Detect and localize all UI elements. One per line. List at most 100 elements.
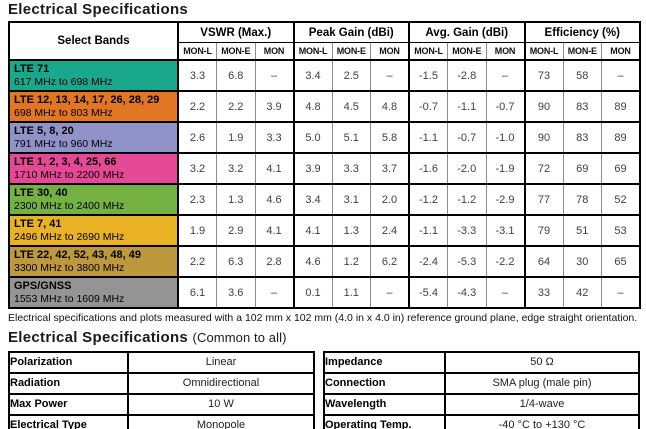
band-name: LTE 5, 8, 20	[14, 124, 74, 137]
band-name: GPS/GNSS	[14, 279, 72, 292]
band-range: 3300 MHz to 3800 MHz	[14, 261, 125, 274]
value-cell-peak_gain: 2.4	[370, 214, 410, 247]
value-cell-avg_gain: -1.5	[408, 59, 448, 92]
value-cell-peak_gain: –	[370, 59, 410, 92]
value-cell-vswr: 2.9	[216, 214, 256, 247]
subcol-header-efficiency-mon-e: MON-E	[562, 42, 602, 61]
band-range: 2300 MHz to 2400 MHz	[14, 199, 125, 212]
band-cell: LTE 12, 13, 14, 17, 26, 28, 29 698 MHz to…	[8, 90, 179, 123]
value-cell-peak_gain: 5.0	[292, 121, 333, 154]
value-cell-peak_gain: 2.0	[370, 183, 410, 216]
value-cell-vswr: 6.8	[216, 59, 256, 92]
group-header-peak-gain: Peak Gain (dBi)	[292, 21, 410, 43]
band-range: 791 MHz to 960 MHz	[14, 137, 113, 150]
band-name: LTE 71	[14, 62, 50, 75]
subcol-header-efficiency-mon: MON	[601, 42, 641, 61]
band-name: LTE 7, 41	[14, 217, 62, 230]
band-range: 1710 MHz to 2200 MHz	[14, 168, 125, 181]
value-cell-peak_gain: 1.1	[331, 276, 371, 309]
spec-label: Max Power	[8, 392, 129, 416]
band-name: LTE 12, 13, 14, 17, 26, 28, 29	[14, 93, 160, 106]
value-cell-peak_gain: 3.3	[331, 152, 371, 185]
value-cell-vswr: 3.2	[216, 152, 256, 185]
table-row: LTE 7, 41 2496 MHz to 2690 MHz 1.9 2.9 4.1 4.…	[8, 214, 641, 247]
band-cell: GPS/GNSS 1553 MHz to 1609 MHz	[8, 276, 179, 309]
value-cell-efficiency: 64	[523, 245, 564, 278]
spec-label: Electrical Type	[8, 413, 129, 429]
value-cell-efficiency: –	[601, 276, 641, 309]
group-header-vswr: VSWR (Max.)	[177, 21, 295, 43]
band-range: 698 MHz to 803 MHz	[14, 106, 113, 119]
value-cell-peak_gain: 1.2	[331, 245, 371, 278]
value-cell-vswr: 2.8	[254, 245, 294, 278]
band-name: LTE 30, 40	[14, 186, 68, 199]
group-header-avg-gain: Avg. Gain (dBi)	[408, 21, 526, 43]
value-cell-avg_gain: -2.0	[447, 152, 487, 185]
table-row: LTE 1, 2, 3, 4, 25, 66 1710 MHz to 2200 M…	[8, 152, 641, 185]
value-cell-peak_gain: 3.7	[370, 152, 410, 185]
spec-row: Operating Temp. -40 °C to +130 °C	[323, 413, 640, 429]
spec-label: Polarization	[8, 350, 129, 374]
spec-row: Radiation Omnidirectional	[8, 371, 315, 395]
value-cell-peak_gain: –	[370, 276, 410, 309]
select-bands-header: Select Bands	[8, 21, 179, 61]
electrical-specs-table: Select Bands VSWR (Max.) Peak Gain (dBi)…	[8, 21, 641, 309]
subcol-header-peak_gain-mon-e: MON-E	[331, 42, 371, 61]
value-cell-peak_gain: 4.5	[331, 90, 371, 123]
common-tables: Polarization Linear Radiation Omnidirection…	[8, 350, 646, 429]
value-cell-avg_gain: -0.7	[485, 90, 525, 123]
value-cell-vswr: 1.3	[216, 183, 256, 216]
common-section-title: Electrical Specifications (Common to all…	[8, 328, 646, 346]
value-cell-efficiency: 30	[562, 245, 602, 278]
value-cell-efficiency: 89	[601, 121, 641, 154]
band-name: LTE 1, 2, 3, 4, 25, 66	[14, 155, 117, 168]
value-cell-efficiency: 58	[562, 59, 602, 92]
spec-label: Connection	[323, 371, 446, 395]
band-range: 1553 MHz to 1609 MHz	[14, 292, 125, 305]
spec-value: 10 W	[127, 392, 315, 416]
value-cell-efficiency: 53	[601, 214, 641, 247]
value-cell-efficiency: 73	[523, 59, 564, 92]
value-cell-vswr: 2.3	[177, 183, 217, 216]
value-cell-avg_gain: -3.1	[485, 214, 525, 247]
spec-value: Linear	[127, 350, 315, 374]
value-cell-peak_gain: 3.9	[292, 152, 333, 185]
value-cell-vswr: 3.9	[254, 90, 294, 123]
value-cell-efficiency: 77	[523, 183, 564, 216]
value-cell-avg_gain: -5.3	[447, 245, 487, 278]
spec-value: -40 °C to +130 °C	[444, 413, 640, 429]
page-title: Electrical Specifications	[8, 1, 189, 18]
spec-value: Omnidirectional	[127, 371, 315, 395]
common-title-main: Electrical Specifications	[8, 328, 189, 346]
subcol-header-vswr-mon-e: MON-E	[216, 42, 256, 61]
table-row: LTE 22, 42, 52, 43, 48, 49 3300 MHz to 38…	[8, 245, 641, 278]
value-cell-vswr: 2.2	[177, 90, 217, 123]
value-cell-peak_gain: 4.8	[292, 90, 333, 123]
value-cell-avg_gain: -2.2	[485, 245, 525, 278]
subcol-header-avg_gain-mon: MON	[485, 42, 525, 61]
spec-label: Impedance	[323, 350, 446, 374]
value-cell-efficiency: 65	[601, 245, 641, 278]
value-cell-vswr: 1.9	[177, 214, 217, 247]
value-cell-peak_gain: 6.2	[370, 245, 410, 278]
table-row: GPS/GNSS 1553 MHz to 1609 MHz 6.1 3.6–0.1 1.…	[8, 276, 641, 309]
group-header-row: Select Bands VSWR (Max.) Peak Gain (dBi)…	[8, 21, 641, 61]
value-cell-efficiency: 69	[601, 152, 641, 185]
band-cell: LTE 71 617 MHz to 698 MHz	[8, 59, 179, 92]
value-cell-efficiency: 83	[562, 90, 602, 123]
value-cell-efficiency: 83	[562, 121, 602, 154]
subcol-header-vswr-mon: MON	[254, 42, 294, 61]
value-cell-peak_gain: 5.1	[331, 121, 371, 154]
spec-value: 50 Ω	[444, 350, 640, 374]
value-cell-avg_gain: -1.1	[408, 214, 448, 247]
value-cell-efficiency: 90	[523, 90, 564, 123]
value-cell-avg_gain: -1.0	[485, 121, 525, 154]
common-table-left: Polarization Linear Radiation Omnidirection…	[8, 350, 315, 429]
value-cell-efficiency: 69	[562, 152, 602, 185]
value-cell-avg_gain: -0.7	[447, 121, 487, 154]
subcol-header-avg_gain-mon-l: MON-L	[408, 42, 448, 61]
spec-label: Operating Temp.	[323, 413, 446, 429]
value-cell-avg_gain: -5.4	[408, 276, 448, 309]
value-cell-vswr: 3.3	[254, 121, 294, 154]
band-range: 2496 MHz to 2690 MHz	[14, 230, 125, 243]
